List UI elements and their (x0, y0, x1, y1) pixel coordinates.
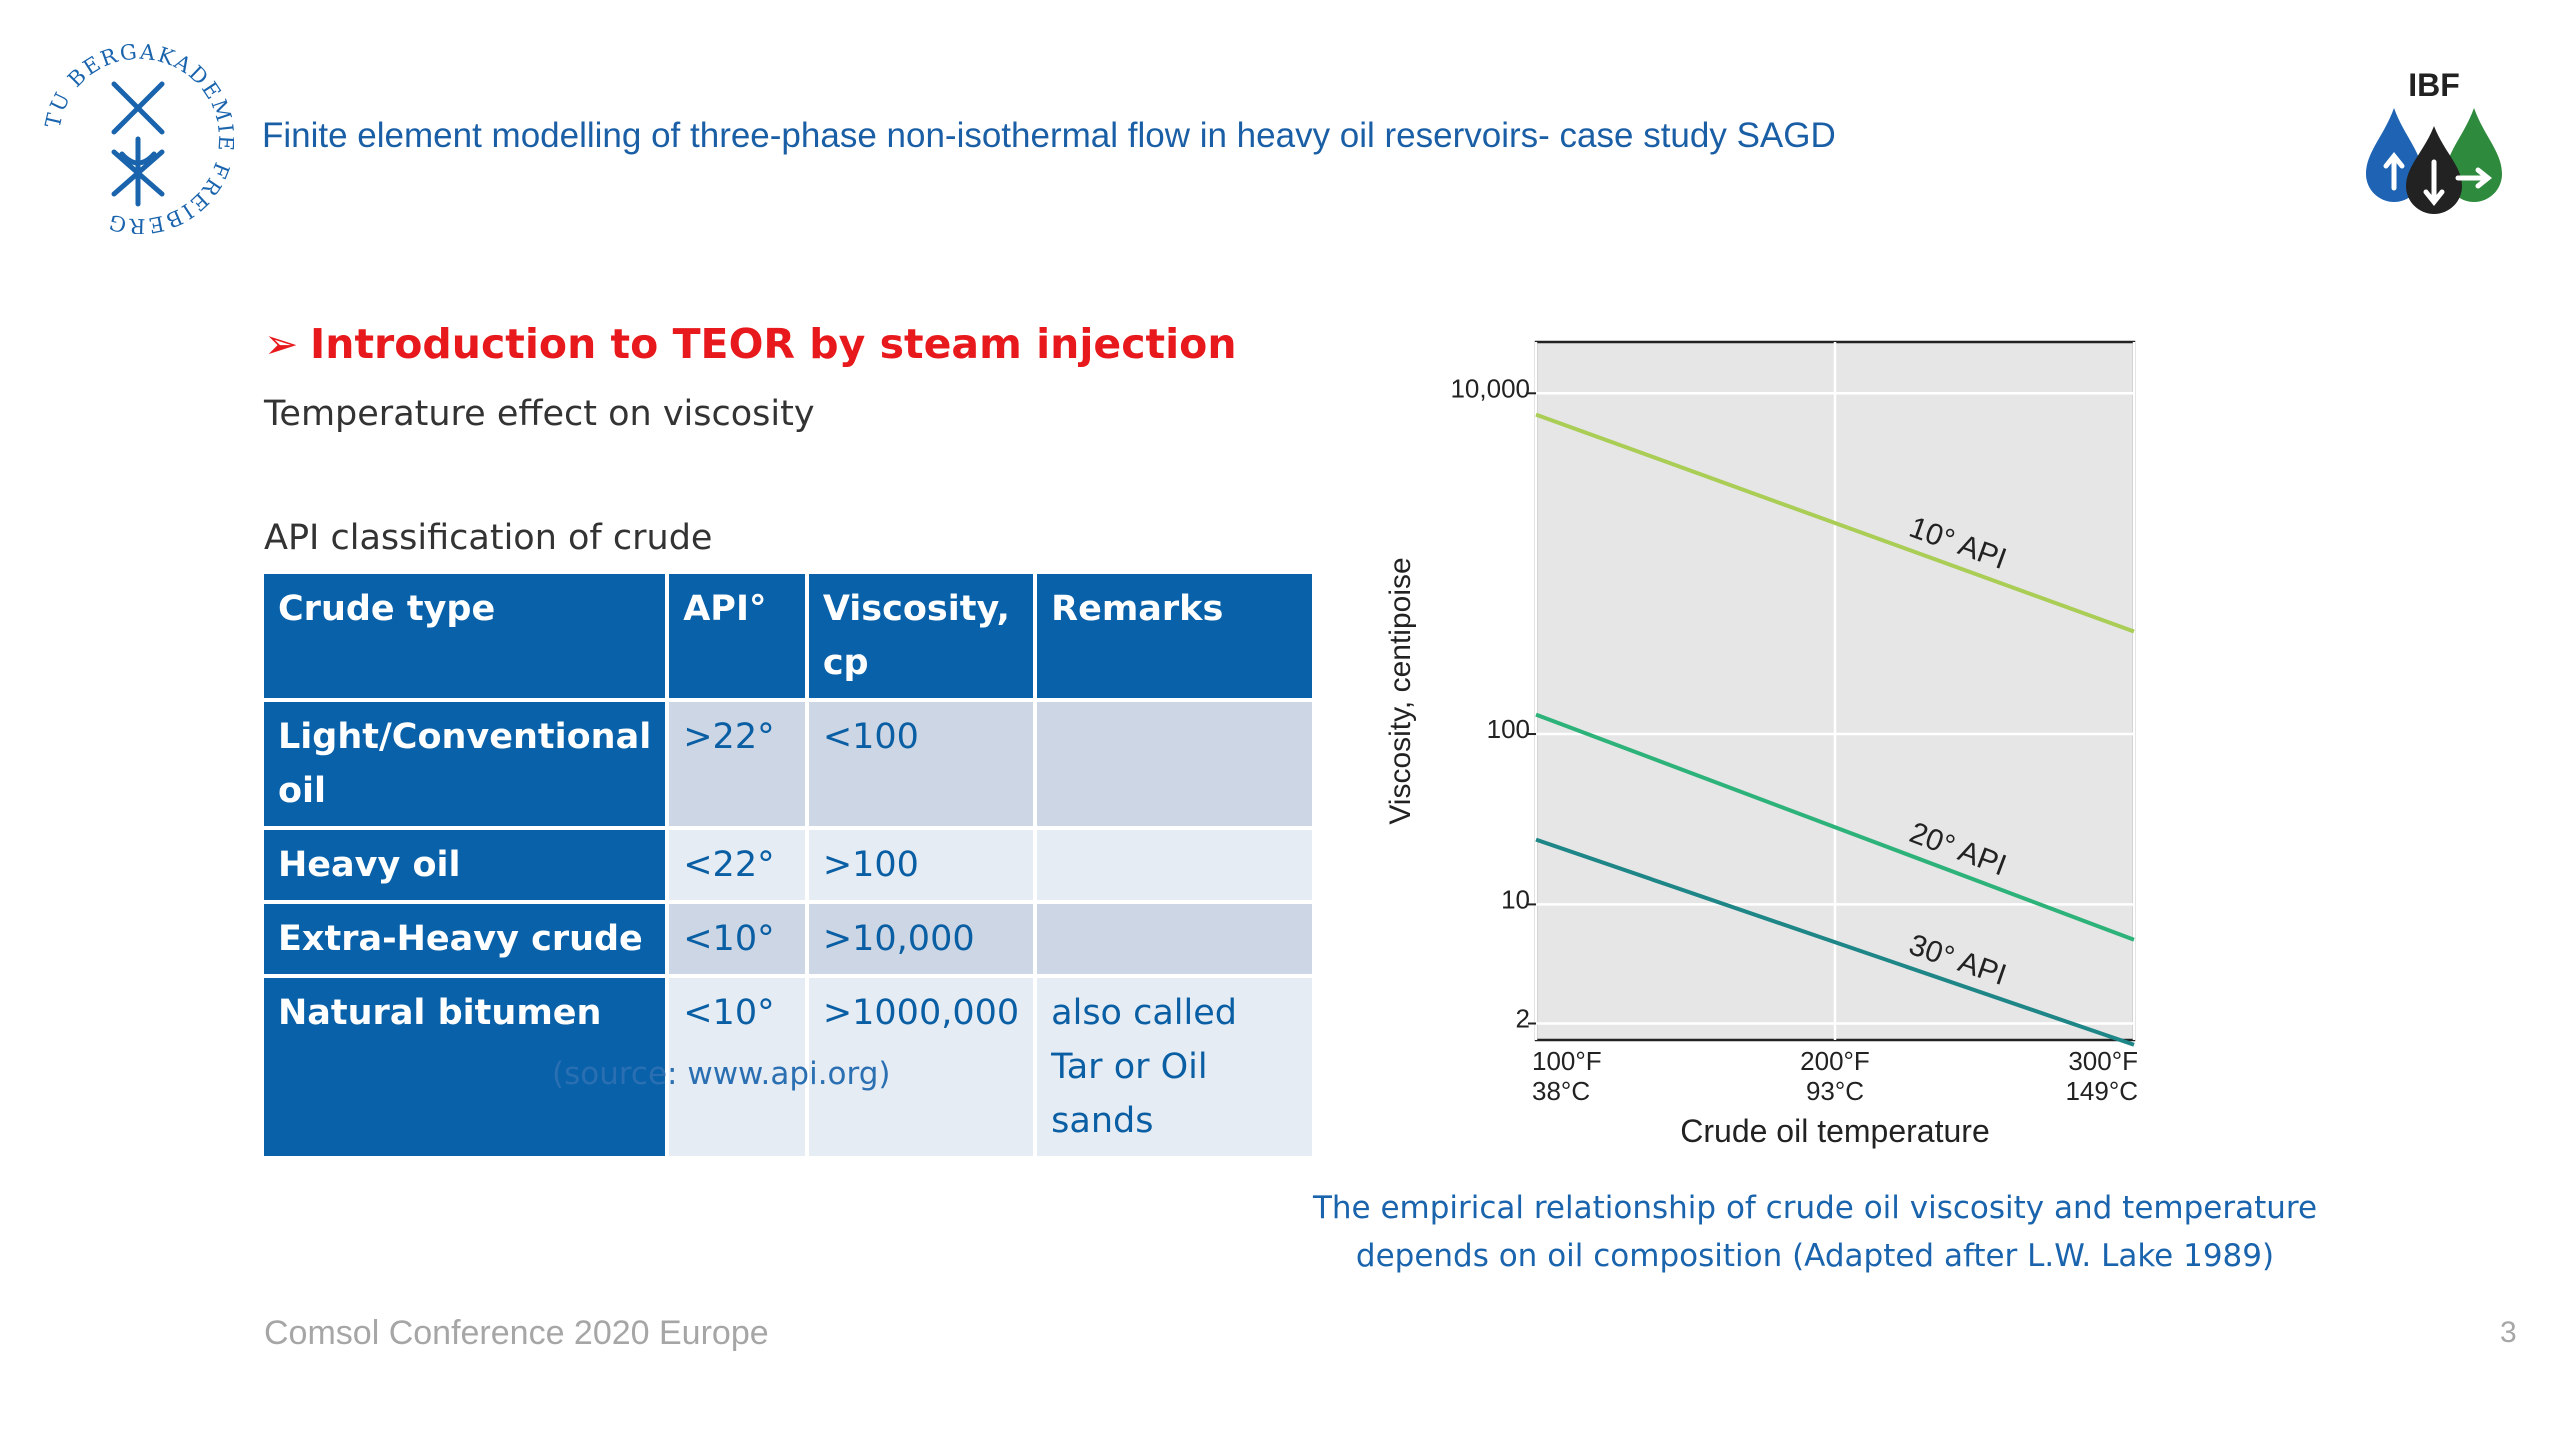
x-tick-sublabel: 149°C (2065, 1076, 2138, 1106)
presentation-title: Finite element modelling of three-phase … (262, 116, 1836, 155)
x-tick-label: 300°F (2068, 1046, 2138, 1076)
cell-viscosity: >10,000 (808, 904, 1034, 974)
cell-viscosity: <100 (808, 702, 1034, 826)
page-number: 3 (2500, 1316, 2517, 1349)
x-tick-label: 100°F (1532, 1046, 1602, 1076)
x-tick-sublabel: 38°C (1532, 1076, 1590, 1106)
table-caption: API classification of crude (264, 518, 713, 558)
cell-crude-type: Natural bitumen (264, 978, 666, 1156)
cell-remarks (1037, 904, 1312, 974)
api-classification-table: Crude type API° Viscosity, cp Remarks Li… (260, 570, 1316, 1160)
cell-api: <10° (669, 904, 805, 974)
tu-freiberg-logo-icon: TU BERGAKADEMIE FREIBERG (44, 44, 234, 234)
cell-api: >22° (669, 702, 805, 826)
y-tick-label: 10 (1501, 884, 1530, 914)
x-axis-label: Crude oil temperature (1680, 1113, 1989, 1149)
cell-api: <22° (669, 830, 805, 900)
y-tick-label: 100 (1487, 714, 1530, 744)
table-row: Extra-Heavy crude <10° >10,000 (264, 904, 1312, 974)
cell-viscosity: >100 (808, 830, 1034, 900)
section-heading-text: Introduction to TEOR by steam injection (310, 320, 1237, 368)
y-tick-label: 10,000 (1450, 373, 1530, 403)
cell-viscosity: >1000,000 (808, 978, 1034, 1156)
cell-api: <10° (669, 978, 805, 1156)
cell-crude-type: Extra-Heavy crude (264, 904, 666, 974)
header-api: API° (669, 574, 805, 698)
y-tick-label: 2 (1516, 1003, 1530, 1033)
table-row: Natural bitumen <10° >1000,000 also call… (264, 978, 1312, 1156)
source-note: (source: www.api.org) (552, 1056, 891, 1092)
cell-crude-type: Heavy oil (264, 830, 666, 900)
header-crude-type: Crude type (264, 574, 666, 698)
section-subtitle: Temperature effect on viscosity (264, 394, 815, 434)
y-axis-label: Viscosity, centipoise (1384, 557, 1417, 824)
chart-caption: The empirical relationship of crude oil … (1312, 1190, 2318, 1274)
y-axis-ticks: 2 10 100 10,000 (1450, 373, 1536, 1033)
x-tick-label: 200°F (1800, 1046, 1870, 1076)
section-heading: ➢ Introduction to TEOR by steam injection (264, 320, 1237, 368)
cell-remarks: also called Tar or Oil sands (1037, 978, 1312, 1156)
ibf-logo-text: IBF (2408, 67, 2460, 103)
ibf-logo-icon: IBF (2366, 67, 2502, 214)
series-line (1535, 837, 2135, 1047)
footer-conference: Comsol Conference 2020 Europe (264, 1314, 769, 1352)
grid-lines (1534, 342, 2136, 1040)
cell-remarks (1037, 830, 1312, 900)
cell-remarks (1037, 702, 1312, 826)
series-lines (1535, 412, 2135, 1047)
arrow-bullet-icon: ➢ (264, 320, 299, 368)
header-viscosity: Viscosity, cp (808, 574, 1034, 698)
series-line (1535, 712, 2135, 942)
table-row: Light/Conventional oil >22° <100 (264, 702, 1312, 826)
header-remarks: Remarks (1037, 574, 1312, 698)
series-line (1535, 412, 2135, 634)
x-tick-sublabel: 93°C (1806, 1076, 1864, 1106)
table-header-row: Crude type API° Viscosity, cp Remarks (264, 574, 1312, 698)
cell-crude-type: Light/Conventional oil (264, 702, 666, 826)
table-row: Heavy oil <22° >100 (264, 830, 1312, 900)
